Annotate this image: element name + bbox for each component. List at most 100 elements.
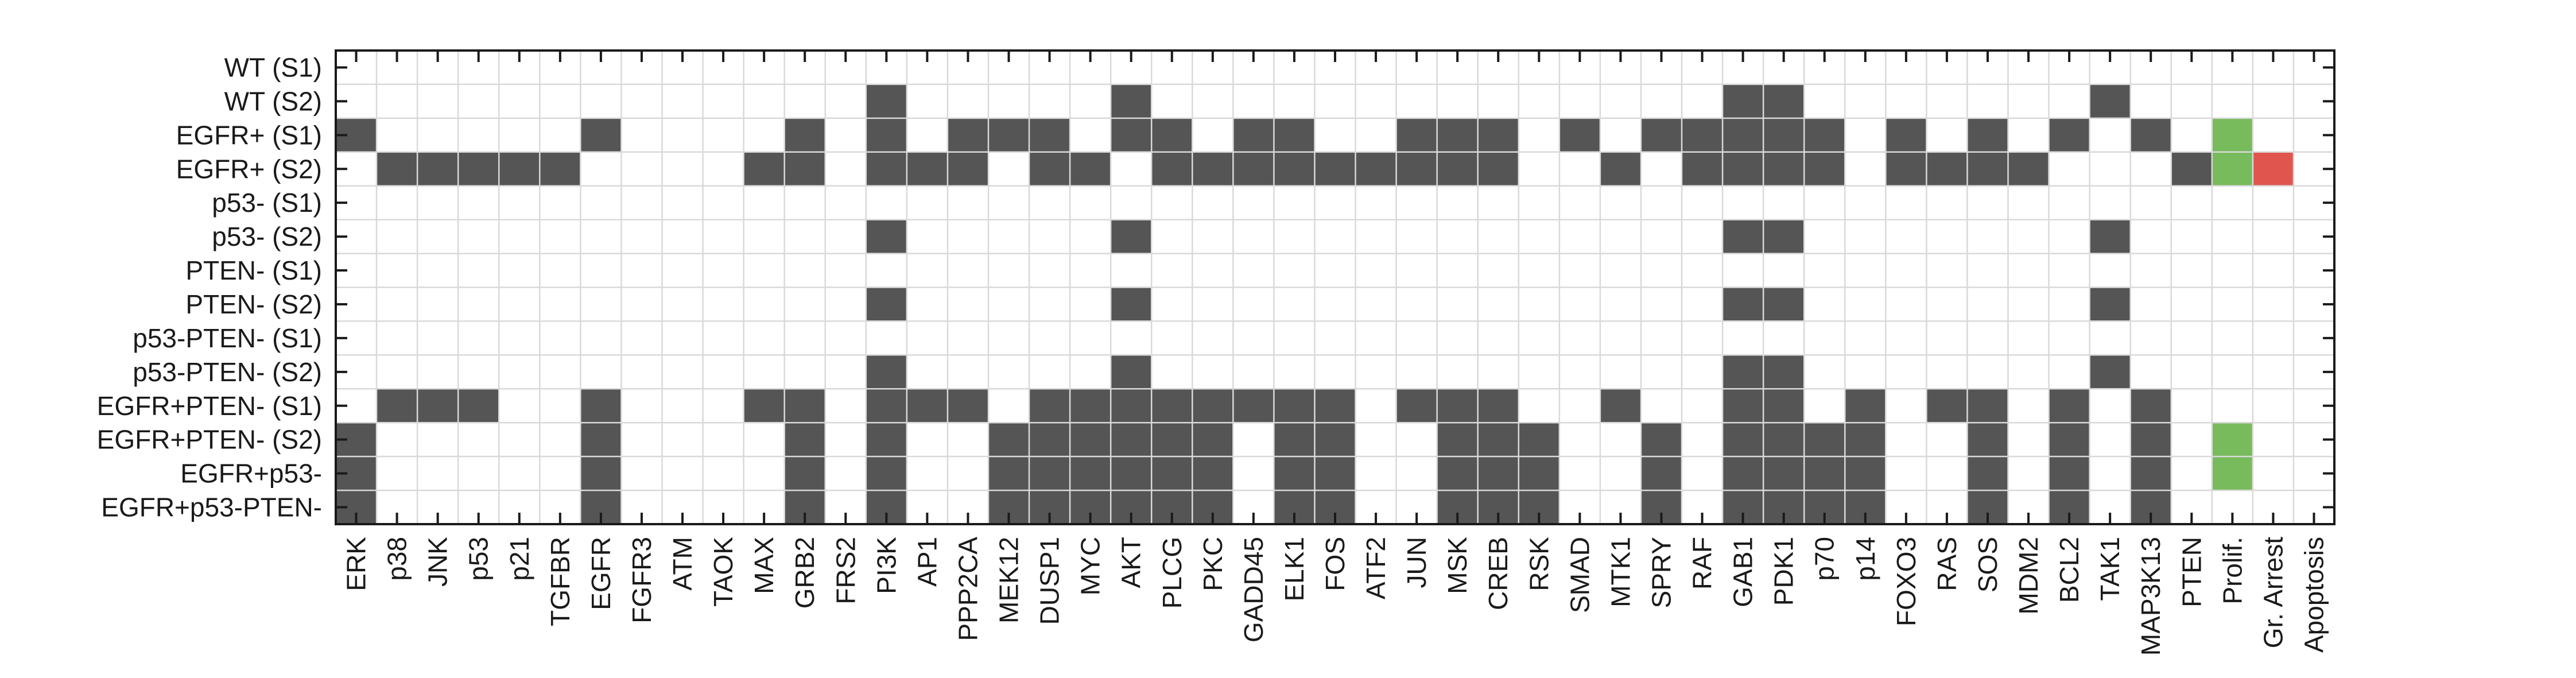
heatmap-cells [336,84,2294,524]
heatmap-cell [1804,456,1845,491]
heatmap-cell [458,389,499,423]
heatmap-cell [1477,423,1519,457]
x-tick-label: MDM2 [2014,537,2043,614]
plot-frame [335,49,2336,525]
heatmap-cell [1763,287,1805,321]
heatmap-cell [1477,389,1519,423]
heatmap-grid [336,51,2334,524]
heatmap-cell [1274,152,1315,186]
heatmap-cell [1437,152,1478,186]
x-tick-label: RAF [1687,537,1717,590]
x-tick-label: FOXO3 [1891,537,1921,626]
axis-ticks [336,51,2334,524]
heatmap-cell [2089,287,2131,321]
heatmap-cell [1886,118,1927,152]
heatmap-cell [1274,423,1315,457]
x-tick-label: GAB1 [1728,537,1758,607]
heatmap-cell [417,152,459,186]
heatmap-cell [1111,219,1152,254]
x-tick-label: FOS [1320,537,1350,591]
heatmap-cell [377,389,418,423]
heatmap-cell [1437,423,1478,457]
heatmap-cell [784,389,825,423]
heatmap-cell [1029,389,1070,423]
heatmap-cell [1111,389,1152,423]
heatmap-cell [866,456,907,491]
heatmap-cell [1477,152,1519,186]
heatmap-cell [2049,389,2090,423]
heatmap-cell [988,456,1030,491]
x-tick-label: RAS [1932,537,1962,591]
heatmap-cell [1763,219,1805,254]
heatmap-cell [2049,423,2090,457]
heatmap-cell [1233,152,1274,186]
heatmap-cell [1886,152,1927,186]
heatmap-cell [1722,287,1764,321]
heatmap-cell [866,219,907,254]
heatmap-cell [540,152,581,186]
heatmap-cell [1192,152,1233,186]
heatmap-cell [784,423,825,457]
heatmap-cell [2049,118,2090,152]
heatmap-cell [580,118,622,152]
x-tick-label: p70 [1810,537,1840,581]
x-tick-label: PTEN [2177,537,2206,607]
heatmap-cell [906,152,948,186]
heatmap-cell [1763,389,1805,423]
heatmap-cell [1967,456,2008,491]
heatmap-cell [2171,152,2212,186]
x-tick-label: MAP3K13 [2136,537,2166,656]
heatmap-cell [1804,118,1845,152]
heatmap-cell [2212,118,2253,152]
heatmap-cell [1763,355,1805,389]
heatmap-cell [784,152,825,186]
y-tick-label: WT (S1) [224,52,322,82]
heatmap-cell [1804,423,1845,457]
heatmap-cell [947,118,988,152]
heatmap-cell [1518,423,1559,457]
x-tick-label: ATM [668,537,697,591]
heatmap-cell [743,152,785,186]
y-tick-label: p53-PTEN- (S1) [133,323,322,353]
heatmap-cell [1640,423,1682,457]
y-tick-label: EGFR+ (S2) [176,154,322,184]
heatmap-cell [580,456,622,491]
heatmap-cell [1029,456,1070,491]
x-tick-label: BCL2 [2054,537,2084,603]
heatmap-cell [1355,152,1396,186]
heatmap-cell [1111,456,1152,491]
heatmap-cell [1111,423,1152,457]
heatmap-cell [1845,423,1886,457]
heatmap-cell [1722,389,1764,423]
x-tick-label: GADD45 [1239,537,1268,642]
heatmap-cell [1314,389,1356,423]
y-tick-label: PTEN- (S1) [185,255,322,285]
x-tick-label: p21 [505,537,534,581]
x-tick-label: JNK [423,537,453,587]
x-tick-label: CREB [1483,537,1513,610]
x-axis-labels: ERK p38 JNK p53 p21 TGFBR EGFR FGFR3 ATM TAOK MAX G… [342,537,2329,656]
heatmap-cell [580,389,622,423]
heatmap-cell [580,423,622,457]
heatmap-cell [1926,152,1968,186]
heatmap-cell [1111,355,1152,389]
x-tick-label: p38 [382,537,412,581]
heatmap-cell [1151,118,1193,152]
x-tick-label: MSK [1442,537,1472,594]
heatmap-cell [499,152,540,186]
heatmap-cell [906,389,948,423]
x-tick-label: Gr. Arrest [2258,537,2288,648]
x-tick-label: TAK1 [2095,537,2125,601]
x-tick-label: p53 [464,537,494,581]
heatmap-cell [1396,389,1437,423]
y-tick-label: p53-PTEN- (S2) [133,357,322,387]
heatmap-cell [1029,423,1070,457]
heatmap-cell [2130,456,2171,491]
heatmap-cell [1518,456,1559,491]
x-tick-label: TGFBR [545,537,575,626]
x-tick-label: AKT [1116,537,1146,588]
x-tick-label: TAOK [708,537,738,607]
heatmap-cell [1722,152,1764,186]
heatmap-cell [417,389,459,423]
